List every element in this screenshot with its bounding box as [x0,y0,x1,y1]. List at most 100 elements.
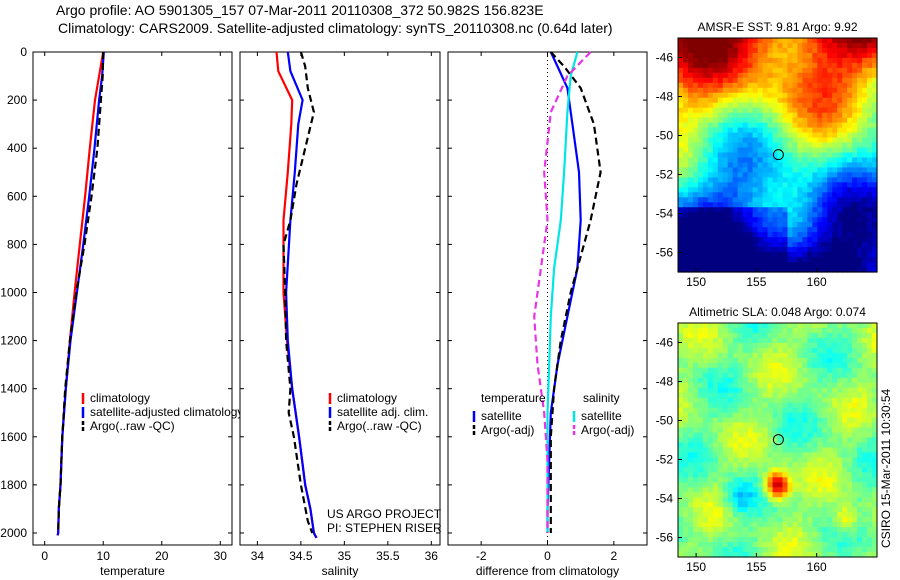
map-cell [777,77,784,84]
map-cell [867,402,873,409]
map-cell [837,527,843,533]
map-cell [807,532,813,538]
map-cell [777,212,784,218]
map-cell [717,197,724,203]
map-cell [812,247,818,253]
map-cell [862,67,868,74]
map-cell [797,492,803,498]
map-cell [782,167,789,174]
map-cell [712,252,719,258]
map-cell [732,192,739,198]
map-cell [767,337,774,344]
map-cell [757,352,764,359]
map-cell [827,502,833,508]
map-cell [678,332,684,339]
map-cell [762,167,769,174]
map-cell [827,222,833,228]
map-cell [747,332,754,339]
map-cell [807,127,813,134]
map-cell [682,267,689,273]
map-cell [812,347,818,354]
map-cell [682,142,689,149]
map-cell [702,547,709,553]
map-cell [697,372,704,379]
map-cell [687,517,694,523]
map-cell [792,432,798,439]
map-cell [847,137,853,144]
map-cell [812,357,818,364]
map-cell [752,157,759,164]
map-cell [752,357,759,364]
map-cell [747,342,754,349]
map-cell [767,132,774,139]
map-cell [867,342,873,349]
map-cell [717,52,724,59]
map-cell [827,197,833,203]
map-cell [842,247,848,253]
map-cell [797,467,803,473]
map-cell [752,512,759,518]
map-cell [732,112,739,119]
map-cell [792,237,798,243]
map-cell [678,402,684,409]
map-cell [747,87,754,94]
map-cell [707,552,714,558]
map-cell [812,327,818,334]
map-cell [767,38,774,44]
map-cell [727,547,734,553]
map-cell [842,107,848,114]
map-cell [822,212,828,218]
map-cell [847,257,853,263]
map-cell [797,87,803,94]
map-cell [742,432,749,439]
map-cell [682,197,689,203]
map-cell [807,52,813,59]
map-cell [707,212,714,218]
map-cell [687,327,694,334]
map-cell [857,57,863,64]
map-cell [802,407,808,414]
map-cell [812,207,818,213]
map-cell [707,502,714,508]
map-cell [832,347,838,354]
map-cell [842,362,848,369]
map-cell [752,252,759,258]
map-cell [777,552,784,558]
map-cell [797,157,803,164]
map-cell [782,187,789,193]
map-cell [767,522,774,528]
map-cell [822,422,828,429]
map-cell [827,132,833,139]
map-cell [717,337,724,344]
legend-label: Argo(-adj) [481,423,534,437]
map-cell [817,167,823,174]
map-cell [782,352,789,359]
map-cell [867,167,873,174]
map-cell [847,323,853,329]
map-cell [737,387,744,394]
map-cell [682,57,689,64]
map-cell [832,97,838,104]
map-cell [847,402,853,409]
map-cell [702,332,709,339]
map-cell [862,392,868,399]
map-cell [802,397,808,404]
map-cell [787,442,794,449]
map-cell [782,397,789,404]
map-cell [707,422,714,429]
map-cell [777,62,784,69]
map-cell [872,142,878,149]
map-cell [707,447,714,454]
map-cell [817,172,823,179]
map-cell [842,532,848,538]
map-cell [682,547,689,553]
map-cell [777,542,784,548]
map-cell [842,542,848,548]
map-cell [837,202,843,208]
map-cell [752,502,759,508]
map-cell [737,147,744,154]
map-cell [732,522,739,528]
map-cell [842,67,848,74]
map-cell [757,38,764,44]
map-cell [872,397,878,404]
